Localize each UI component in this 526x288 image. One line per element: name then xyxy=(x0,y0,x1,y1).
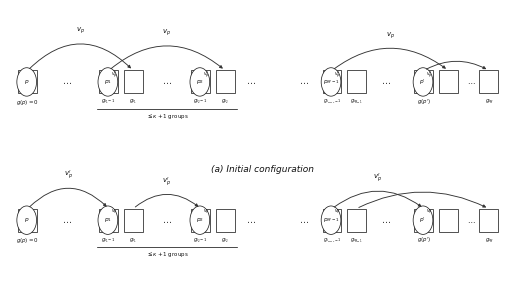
Text: $g_{i_2}$: $g_{i_2}$ xyxy=(221,236,229,245)
Ellipse shape xyxy=(413,68,433,96)
Bar xyxy=(216,209,235,232)
Text: $p'$: $p'$ xyxy=(419,77,427,86)
Bar xyxy=(439,209,458,232)
Text: $\cdots$: $\cdots$ xyxy=(62,77,72,86)
Text: $\cdots$: $\cdots$ xyxy=(62,216,72,225)
Text: $p_2$: $p_2$ xyxy=(196,216,204,224)
Bar xyxy=(99,209,118,232)
Text: $g_{i_2-1}$: $g_{i_2-1}$ xyxy=(194,98,208,107)
Text: $\cdots$: $\cdots$ xyxy=(299,77,309,86)
Bar xyxy=(124,209,143,232)
Text: $v_p'$: $v_p'$ xyxy=(203,69,209,80)
Text: $p$: $p$ xyxy=(24,216,29,224)
Text: $v_p$: $v_p$ xyxy=(163,28,171,38)
Bar xyxy=(347,209,366,232)
Text: $v_p$: $v_p$ xyxy=(386,31,394,41)
Text: $\cdots$: $\cdots$ xyxy=(467,77,476,86)
Text: $p_1$: $p_1$ xyxy=(104,78,112,86)
Text: $v_p$: $v_p$ xyxy=(426,208,432,217)
Ellipse shape xyxy=(190,68,210,96)
Bar xyxy=(347,71,366,93)
Text: $v_p$: $v_p$ xyxy=(111,208,117,217)
Bar xyxy=(439,71,458,93)
Text: $p_2$: $p_2$ xyxy=(196,78,204,86)
Text: $v_p'$: $v_p'$ xyxy=(334,69,341,80)
Text: $\cdots$: $\cdots$ xyxy=(162,77,172,86)
Bar xyxy=(191,209,210,232)
Text: $v_p$: $v_p$ xyxy=(203,208,209,217)
Ellipse shape xyxy=(17,68,36,96)
Text: $\leq \kappa+1$ groups: $\leq \kappa+1$ groups xyxy=(146,251,188,259)
Text: $v_p'$: $v_p'$ xyxy=(373,172,382,185)
Text: $g_{i_{M-1}}$: $g_{i_{M-1}}$ xyxy=(350,236,363,245)
Text: $\leq \kappa+1$ groups: $\leq \kappa+1$ groups xyxy=(146,112,188,121)
Text: $\cdots$: $\cdots$ xyxy=(299,216,309,225)
Text: $g_{i_2-1}$: $g_{i_2-1}$ xyxy=(194,236,208,245)
Bar xyxy=(322,209,341,232)
Text: $p$: $p$ xyxy=(24,78,29,86)
Ellipse shape xyxy=(190,206,210,234)
Text: $\cdots$: $\cdots$ xyxy=(467,216,476,225)
Text: $p'$: $p'$ xyxy=(419,216,427,225)
Text: $v_p$: $v_p$ xyxy=(76,26,85,36)
Text: $g(p')$: $g(p')$ xyxy=(417,98,431,107)
Text: $\cdots$: $\cdots$ xyxy=(381,216,391,225)
Text: $g_{i_1}$: $g_{i_1}$ xyxy=(129,236,137,245)
Text: $g_{i_{M-1}-1}$: $g_{i_{M-1}-1}$ xyxy=(322,236,341,245)
Text: $v_p'$: $v_p'$ xyxy=(426,69,432,80)
Bar xyxy=(18,209,37,232)
Text: $v_p'$: $v_p'$ xyxy=(64,168,73,182)
Ellipse shape xyxy=(98,206,118,234)
Bar xyxy=(18,71,37,93)
Bar xyxy=(414,71,433,93)
Text: $g_{i_M}$: $g_{i_M}$ xyxy=(484,98,493,107)
Ellipse shape xyxy=(321,68,341,96)
Text: $g_{i_2}$: $g_{i_2}$ xyxy=(221,98,229,107)
Text: (a) Initial configuration: (a) Initial configuration xyxy=(211,166,315,175)
Text: $g_{i_1-1}$: $g_{i_1-1}$ xyxy=(102,236,116,245)
Bar xyxy=(414,209,433,232)
Text: $v_p'$: $v_p'$ xyxy=(163,176,171,189)
Bar xyxy=(322,71,341,93)
Text: $g_{i_1-1}$: $g_{i_1-1}$ xyxy=(102,98,116,107)
Text: $g_{i_M}$: $g_{i_M}$ xyxy=(484,236,493,245)
Ellipse shape xyxy=(321,206,341,234)
Ellipse shape xyxy=(413,206,433,234)
Text: $\cdots$: $\cdots$ xyxy=(246,216,256,225)
Bar xyxy=(124,71,143,93)
Text: $g_{i_{M-1}-1}$: $g_{i_{M-1}-1}$ xyxy=(322,98,341,107)
Text: $g_{i_1}$: $g_{i_1}$ xyxy=(129,98,137,107)
Bar xyxy=(99,71,118,93)
Text: $v_p$: $v_p$ xyxy=(334,208,341,217)
Ellipse shape xyxy=(98,68,118,96)
Bar xyxy=(479,209,498,232)
Bar xyxy=(216,71,235,93)
Bar xyxy=(191,71,210,93)
Text: $p_{M-1}$: $p_{M-1}$ xyxy=(323,78,339,86)
Text: $g_{i_{M-1}}$: $g_{i_{M-1}}$ xyxy=(350,98,363,107)
Bar xyxy=(479,71,498,93)
Text: $g(p)=0$: $g(p)=0$ xyxy=(16,98,39,107)
Text: $p_{M-1}$: $p_{M-1}$ xyxy=(323,216,339,224)
Text: $\cdots$: $\cdots$ xyxy=(381,77,391,86)
Text: $g(p)=0$: $g(p)=0$ xyxy=(16,236,39,245)
Text: $\cdots$: $\cdots$ xyxy=(162,216,172,225)
Text: $v_p'$: $v_p'$ xyxy=(111,69,117,80)
Text: $g(p')$: $g(p')$ xyxy=(417,236,431,245)
Ellipse shape xyxy=(17,206,36,234)
Text: $p_1$: $p_1$ xyxy=(104,216,112,224)
Text: $\cdots$: $\cdots$ xyxy=(246,77,256,86)
